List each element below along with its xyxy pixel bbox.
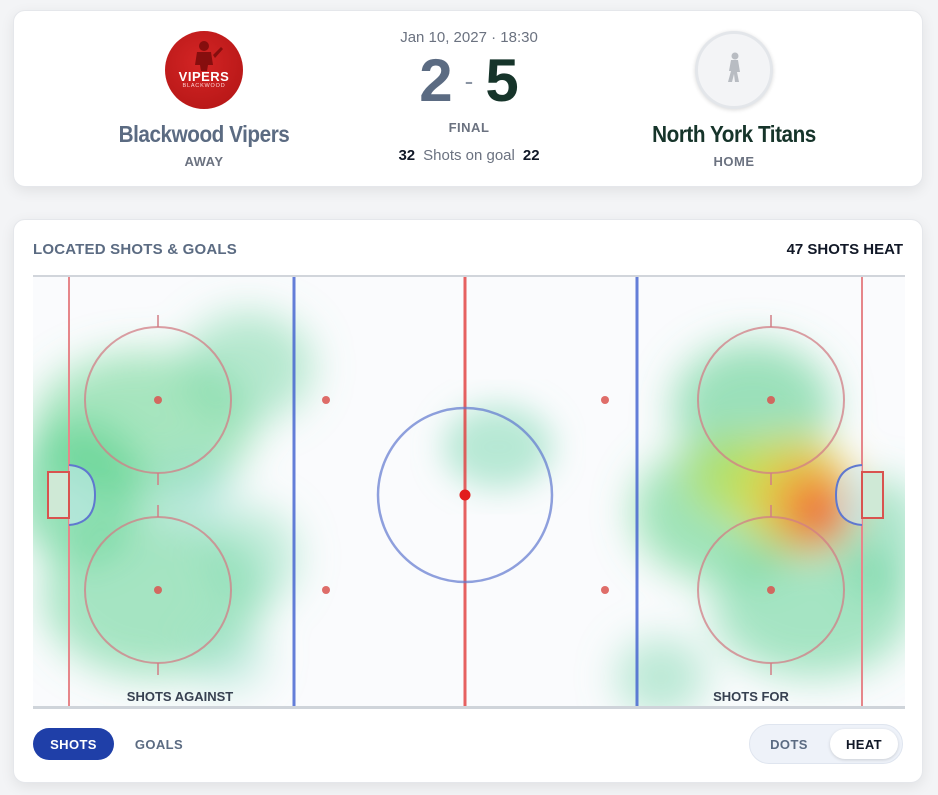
game-status: FINAL (448, 120, 490, 135)
game-summary: Jan 10, 2027 · 18:30 2 - 5 FINAL 32 Shots… (369, 29, 569, 164)
away-logo-subtext: BLACKWOOD (182, 83, 226, 89)
home-team[interactable]: North York Titans HOME (619, 31, 849, 169)
viper-player-icon (195, 41, 223, 71)
away-logo-text: VIPERS (178, 69, 230, 84)
faceoff-dot (767, 586, 775, 594)
rink-diagram: SHOTS AGAINST SHOTS FOR (33, 277, 905, 709)
away-team-logo: VIPERS BLACKWOOD (165, 31, 243, 109)
away-team-name: Blackwood Vipers (118, 121, 290, 147)
rink-bottom-edge (33, 706, 905, 709)
scoreline: 2 - 5 (369, 48, 569, 114)
faceoff-dot (601, 396, 609, 404)
toggle-heat[interactable]: HEAT (830, 729, 898, 759)
center-faceoff-dot (459, 489, 471, 501)
away-team-side: AWAY (184, 154, 224, 169)
score-separator: - (464, 65, 474, 96)
away-shots: 32 (398, 147, 416, 164)
home-team-side: HOME (713, 154, 755, 169)
center-heat (443, 405, 553, 489)
rink[interactable]: SHOTS AGAINST SHOTS FOR (33, 275, 905, 709)
home-score: 5 (485, 47, 519, 114)
faceoff-dot (601, 586, 609, 594)
away-team[interactable]: VIPERS BLACKWOOD Blackwood Vipers AWAY (89, 31, 319, 169)
shot-map-meta: 47 SHOTS HEAT (786, 241, 903, 258)
faceoff-dot (322, 586, 330, 594)
shots-against-label: SHOTS AGAINST (127, 689, 233, 704)
shots-on-goal-label: Shots on goal (423, 147, 515, 164)
center-circle (376, 406, 554, 584)
game-datetime: Jan 10, 2027 · 18:30 (400, 29, 538, 46)
faceoff-dot (154, 396, 162, 404)
toggle-dots[interactable]: DOTS (770, 736, 808, 752)
shot-map-card: LOCATED SHOTS & GOALS 47 SHOTS HEAT (13, 219, 923, 783)
tab-shots[interactable]: SHOTS (33, 728, 114, 760)
away-score: 2 (419, 47, 453, 114)
home-shots: 22 (522, 147, 540, 164)
home-team-name: North York Titans (652, 121, 816, 147)
view-toggle: DOTS HEAT (749, 724, 903, 764)
tab-goals[interactable]: GOALS (134, 736, 184, 752)
shot-map-title: LOCATED SHOTS & GOALS (33, 241, 237, 258)
shots-on-goal: 32 Shots on goal 22 (369, 147, 569, 164)
home-team-logo (695, 31, 773, 109)
shots-for-heat (616, 342, 905, 709)
faceoff-dot (767, 396, 775, 404)
right-goal (834, 464, 884, 526)
faceoff-dot (154, 586, 162, 594)
shots-for-label: SHOTS FOR (713, 689, 789, 704)
titan-player-icon (728, 52, 740, 82)
left-goal (47, 464, 97, 526)
faceoff-dot (322, 396, 330, 404)
scoreboard-card: VIPERS BLACKWOOD Blackwood Vipers AWAY J… (13, 10, 923, 187)
